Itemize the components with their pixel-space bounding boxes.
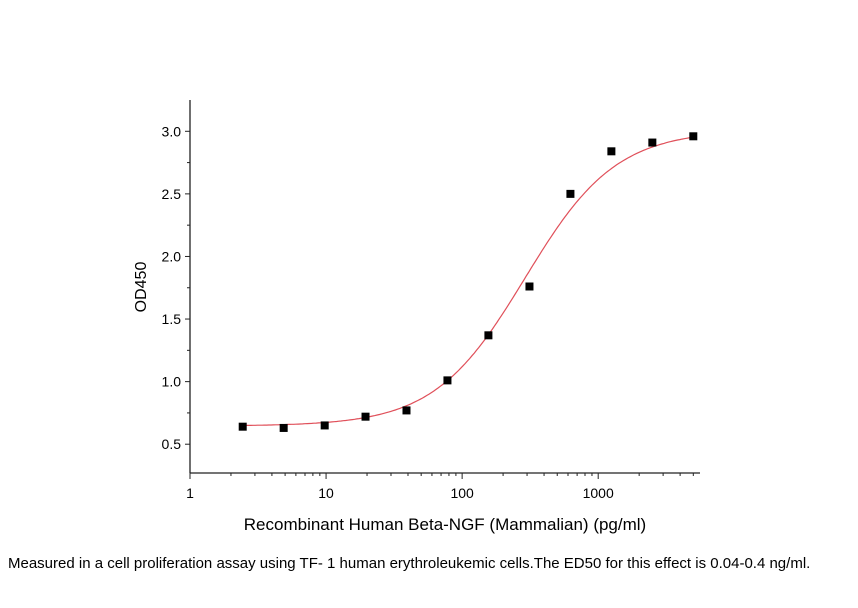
- y-axis-label: OD450: [133, 262, 150, 313]
- data-point: [320, 421, 329, 430]
- chart: 0.5 1.0 1.5 2.0 2.5 3.0 1 10 100 1000 Recombinant…: [133, 100, 700, 534]
- axes: 0.5 1.0 1.5 2.0 2.5 3.0 1 10 100 1000: [162, 100, 700, 501]
- data-point: [361, 412, 370, 421]
- y-tick-label: 2.5: [162, 186, 182, 202]
- data-point: [525, 282, 534, 291]
- data-point: [402, 406, 411, 415]
- data-point: [607, 147, 616, 156]
- data-points: [238, 132, 698, 432]
- x-axis-label: Recombinant Human Beta-NGF (Mammalian) (…: [244, 515, 646, 534]
- y-tick-label: 1.0: [162, 374, 182, 390]
- x-tick-label: 1: [186, 485, 194, 501]
- data-point: [238, 422, 247, 431]
- data-point: [566, 189, 575, 198]
- y-tick-label: 3.0: [162, 123, 182, 139]
- y-tick-label: 2.0: [162, 248, 182, 264]
- fit-curve: [241, 136, 694, 427]
- x-tick-label: 100: [450, 485, 474, 501]
- y-tick-label: 0.5: [162, 436, 182, 452]
- data-point: [689, 132, 698, 141]
- figure-caption: Measured in a cell proliferation assay u…: [8, 555, 811, 572]
- data-point: [484, 331, 493, 340]
- data-point: [443, 376, 452, 385]
- x-tick-label: 10: [318, 485, 334, 501]
- data-point: [279, 423, 288, 432]
- y-tick-label: 1.5: [162, 311, 182, 327]
- data-point: [648, 138, 657, 147]
- x-tick-label: 1000: [583, 485, 614, 501]
